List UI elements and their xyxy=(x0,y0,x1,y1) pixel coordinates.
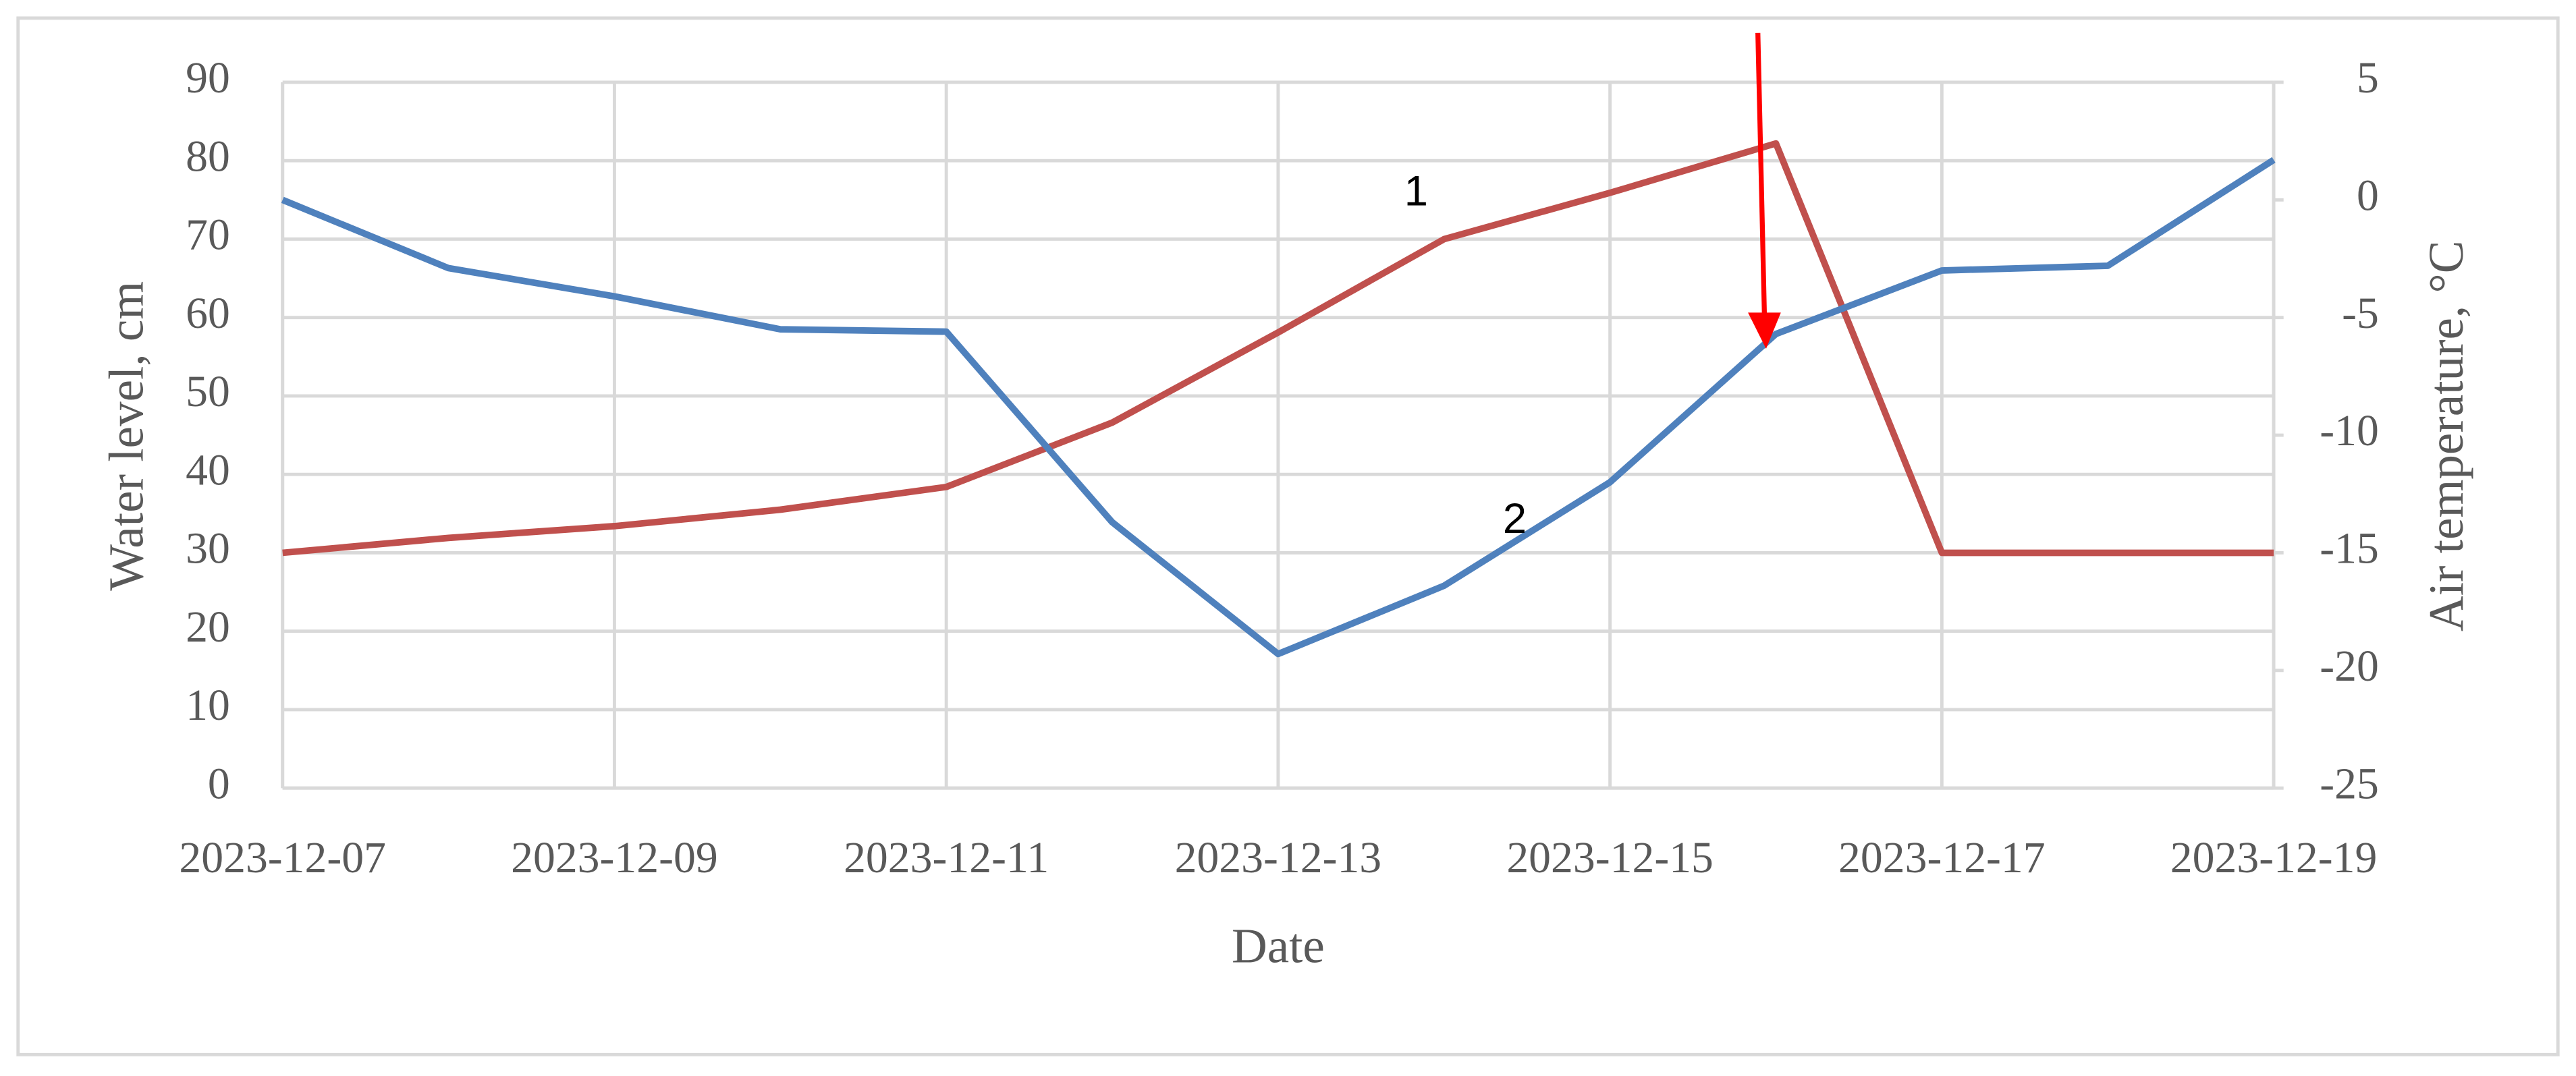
y-tick-label: 40 xyxy=(186,445,230,494)
x-axis-title: Date xyxy=(1232,918,1325,973)
y2-axis-title: Air temperature, °C xyxy=(2419,240,2473,631)
arrow-shaft xyxy=(1755,32,1767,316)
y-tick-label: 10 xyxy=(186,681,230,730)
y2-tick-label: -10 xyxy=(2320,406,2379,455)
x-tick-label: 2023-12-09 xyxy=(511,833,718,882)
y2-tick-label: -20 xyxy=(2320,642,2379,691)
grid xyxy=(281,80,2284,790)
plot xyxy=(281,140,2276,658)
y2-tick-label: -5 xyxy=(2342,289,2379,338)
x-tick-label: 2023-12-11 xyxy=(844,833,1049,882)
x-tick-label: 2023-12-15 xyxy=(1506,833,1714,882)
y-tick-label: 90 xyxy=(186,53,230,103)
y2-tick-label: 0 xyxy=(2357,171,2379,220)
arrow-head xyxy=(1748,312,1781,349)
y2-tick-label: -25 xyxy=(2320,759,2379,808)
x-tick-label: 2023-12-19 xyxy=(2170,833,2378,882)
series-line xyxy=(282,140,2274,557)
series-annotation: 1 xyxy=(1404,167,1428,215)
y-tick-label: 0 xyxy=(208,759,230,808)
x-tick-label: 2023-12-17 xyxy=(1838,833,2046,882)
y-tick-label: 20 xyxy=(186,602,230,652)
series-line xyxy=(281,157,2276,658)
y2-tick-label: 5 xyxy=(2357,53,2379,103)
y-tick-label: 30 xyxy=(186,524,230,573)
y-tick-label: 50 xyxy=(186,367,230,416)
y2-tick-label: -15 xyxy=(2320,524,2379,573)
chart-border xyxy=(16,16,2560,1056)
series-annotation: 2 xyxy=(1503,495,1527,542)
x-tick-label: 2023-12-13 xyxy=(1175,833,1382,882)
y-tick-label: 80 xyxy=(186,132,230,181)
arrow xyxy=(1748,32,1781,349)
x-tick-label: 2023-12-07 xyxy=(179,833,386,882)
y-tick-label: 70 xyxy=(186,210,230,259)
y-tick-label: 60 xyxy=(186,289,230,338)
y-axis-title: Water level, cm xyxy=(99,281,154,591)
